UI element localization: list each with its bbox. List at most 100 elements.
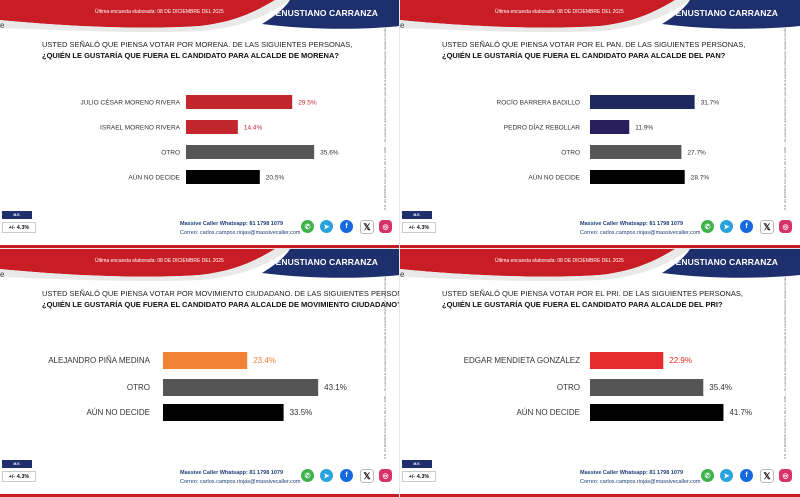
value-label: 23.4% xyxy=(253,356,276,365)
telegram-icon[interactable]: ➤ xyxy=(320,469,333,482)
bar xyxy=(590,352,664,369)
whatsapp-icon[interactable]: ✆ xyxy=(301,469,314,482)
telegram-icon[interactable]: ➤ xyxy=(720,469,733,482)
x-icon[interactable]: 𝕏 xyxy=(360,469,374,483)
moe-badge: M.E. xyxy=(402,211,432,219)
survey-panel-1: Última encuesta elaborada: 08 DE DICIEMB… xyxy=(0,0,400,248)
question-line-2: ¿QUIÉN LE GUSTARÍA QUE FUERA EL CANDIDAT… xyxy=(442,300,723,309)
margin-of-error: +/- 4.3% xyxy=(402,222,436,233)
margin-of-error: +/- 4.3% xyxy=(402,471,436,482)
whatsapp-contact: Massive Caller Whatsapp: 81 1798 1079 xyxy=(580,221,684,227)
value-label: 41.7% xyxy=(729,408,752,417)
bar xyxy=(590,379,704,396)
whatsapp-icon[interactable]: ✆ xyxy=(301,220,314,233)
corner-mark: e xyxy=(400,21,405,30)
municipality-title: VENUSTIANO CARRANZA xyxy=(269,257,378,267)
value-label: 28.7% xyxy=(691,175,710,182)
value-label: 43.1% xyxy=(324,383,347,392)
instagram-icon[interactable]: ◎ xyxy=(379,220,392,233)
value-label: 27.7% xyxy=(687,150,706,157)
moe-badge: M.E. xyxy=(2,460,32,468)
category-label: OTRO xyxy=(561,150,580,157)
moe-badge: M.E. xyxy=(2,211,32,219)
municipality-title: VENUSTIANO CARRANZA xyxy=(669,257,778,267)
bar xyxy=(590,145,682,159)
instagram-icon[interactable]: ◎ xyxy=(779,469,792,482)
value-label: 11.9% xyxy=(635,125,653,132)
bar xyxy=(186,170,260,184)
bar xyxy=(186,120,238,134)
municipality-title: VENUSTIANO CARRANZA xyxy=(269,8,378,18)
facebook-icon[interactable]: f xyxy=(740,220,753,233)
question-line-1: USTED SEÑALÓ QUE PIENSA VOTAR POR MOVIMI… xyxy=(42,289,400,298)
horizontal-divider xyxy=(0,248,800,249)
corner-mark: e xyxy=(0,21,5,30)
bar xyxy=(186,145,315,159)
disclaimer-vertical: D.R. (C) MASSIVE CALLER S.A. DE C.V. 202… xyxy=(383,277,387,459)
telegram-icon[interactable]: ➤ xyxy=(320,220,333,233)
disclaimer-vertical: D.R. (C) MASSIVE CALLER S.A. DE C.V. 202… xyxy=(383,28,387,210)
municipality-title: VENUSTIANO CARRANZA xyxy=(669,8,778,18)
survey-date: Última encuesta elaborada: 08 DE DICIEMB… xyxy=(95,258,224,264)
value-label: 29.5% xyxy=(298,100,317,107)
value-label: 33.5% xyxy=(290,408,313,417)
header-banner: Última encuesta elaborada: 08 DE DICIEMB… xyxy=(0,0,400,32)
survey-date: Última encuesta elaborada: 08 DE DICIEMB… xyxy=(495,258,624,264)
disclaimer-vertical: D.R. (C) MASSIVE CALLER S.A. DE C.V. 202… xyxy=(783,277,787,459)
survey-date: Última encuesta elaborada: 08 DE DICIEMB… xyxy=(495,9,624,15)
header-swoosh xyxy=(0,249,400,281)
bar xyxy=(590,120,630,134)
question-line-2: ¿QUIÉN LE GUSTARÍA QUE FUERA EL CANDIDAT… xyxy=(442,51,726,60)
bar xyxy=(590,404,724,421)
email-contact: Correo: carlos.campos.riojas@massivecall… xyxy=(580,479,701,485)
whatsapp-icon[interactable]: ✆ xyxy=(701,469,714,482)
bar xyxy=(163,404,284,421)
value-label: 31.7% xyxy=(701,100,720,107)
telegram-icon[interactable]: ➤ xyxy=(720,220,733,233)
header-banner: Última encuesta elaborada: 08 DE DICIEMB… xyxy=(400,249,800,281)
x-icon[interactable]: 𝕏 xyxy=(360,220,374,234)
question-line-1: USTED SEÑALÓ QUE PIENSA VOTAR POR EL PRI… xyxy=(442,289,743,298)
instagram-icon[interactable]: ◎ xyxy=(779,220,792,233)
category-label: AÚN NO DECIDE xyxy=(86,408,150,417)
x-icon[interactable]: 𝕏 xyxy=(760,220,774,234)
category-label: ROCÍO BARRERA BADILLO xyxy=(497,98,580,107)
category-label: OTRO xyxy=(127,383,150,392)
category-label: OTRO xyxy=(557,383,580,392)
value-label: 35.6% xyxy=(320,150,339,157)
question-line-2: ¿QUIÉN LE GUSTARÍA QUE FUERA EL CANDIDAT… xyxy=(42,300,400,309)
category-label: OTRO xyxy=(161,150,180,157)
whatsapp-contact: Massive Caller Whatsapp: 81 1798 1079 xyxy=(180,470,284,476)
whatsapp-contact: Massive Caller Whatsapp: 81 1798 1079 xyxy=(580,470,684,476)
margin-of-error: +/- 4.3% xyxy=(2,222,36,233)
value-label: 22.9% xyxy=(669,356,692,365)
footer-line xyxy=(400,494,800,497)
category-label: ALEJANDRO PIÑA MEDINA xyxy=(48,356,150,365)
instagram-icon[interactable]: ◎ xyxy=(379,469,392,482)
whatsapp-contact: Massive Caller Whatsapp: 81 1798 1079 xyxy=(180,221,284,227)
whatsapp-icon[interactable]: ✆ xyxy=(701,220,714,233)
survey-date: Última encuesta elaborada: 08 DE DICIEMB… xyxy=(95,9,224,15)
facebook-icon[interactable]: f xyxy=(340,469,353,482)
email-contact: Correo: carlos.campos.riojas@massivecall… xyxy=(180,479,301,485)
header-banner: Última encuesta elaborada: 08 DE DICIEMB… xyxy=(0,249,400,281)
facebook-icon[interactable]: f xyxy=(340,220,353,233)
footer-line xyxy=(400,245,800,248)
category-label: AÚN NO DECIDE xyxy=(128,173,180,182)
category-label: AÚN NO DECIDE xyxy=(528,173,580,182)
email-contact: Correo: carlos.campos.riojas@massivecall… xyxy=(180,230,301,236)
category-label: EDGAR MENDIETA GONZÁLEZ xyxy=(464,356,580,365)
footer-line xyxy=(0,245,400,248)
survey-panel-4: Última encuesta elaborada: 08 DE DICIEMB… xyxy=(400,249,800,497)
header-swoosh xyxy=(400,0,800,32)
facebook-icon[interactable]: f xyxy=(740,469,753,482)
moe-badge: M.E. xyxy=(402,460,432,468)
question-line-1: USTED SEÑALÓ QUE PIENSA VOTAR POR MORENA… xyxy=(42,40,353,49)
bar-chart: ROCÍO BARRERA BADILLO 31.7% PEDRO DÍAZ REB… xyxy=(497,95,720,184)
x-icon[interactable]: 𝕏 xyxy=(760,469,774,483)
footer-line xyxy=(0,494,400,497)
header-banner: Última encuesta elaborada: 08 DE DICIEMB… xyxy=(400,0,800,32)
value-label: 35.4% xyxy=(709,383,732,392)
bar xyxy=(163,352,248,369)
bar-chart: ALEJANDRO PIÑA MEDINA 23.4% OTRO 43.1% AÚN N… xyxy=(48,352,347,421)
